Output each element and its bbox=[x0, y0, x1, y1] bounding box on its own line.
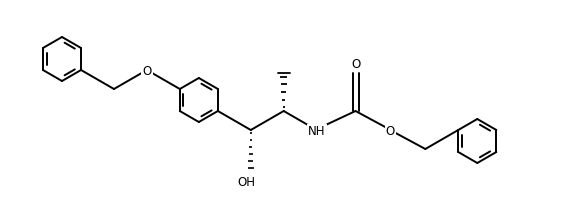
Text: NH: NH bbox=[308, 125, 325, 138]
Text: O: O bbox=[142, 65, 152, 78]
Text: O: O bbox=[386, 125, 395, 138]
Text: OH: OH bbox=[238, 176, 256, 189]
Text: O: O bbox=[351, 58, 360, 71]
